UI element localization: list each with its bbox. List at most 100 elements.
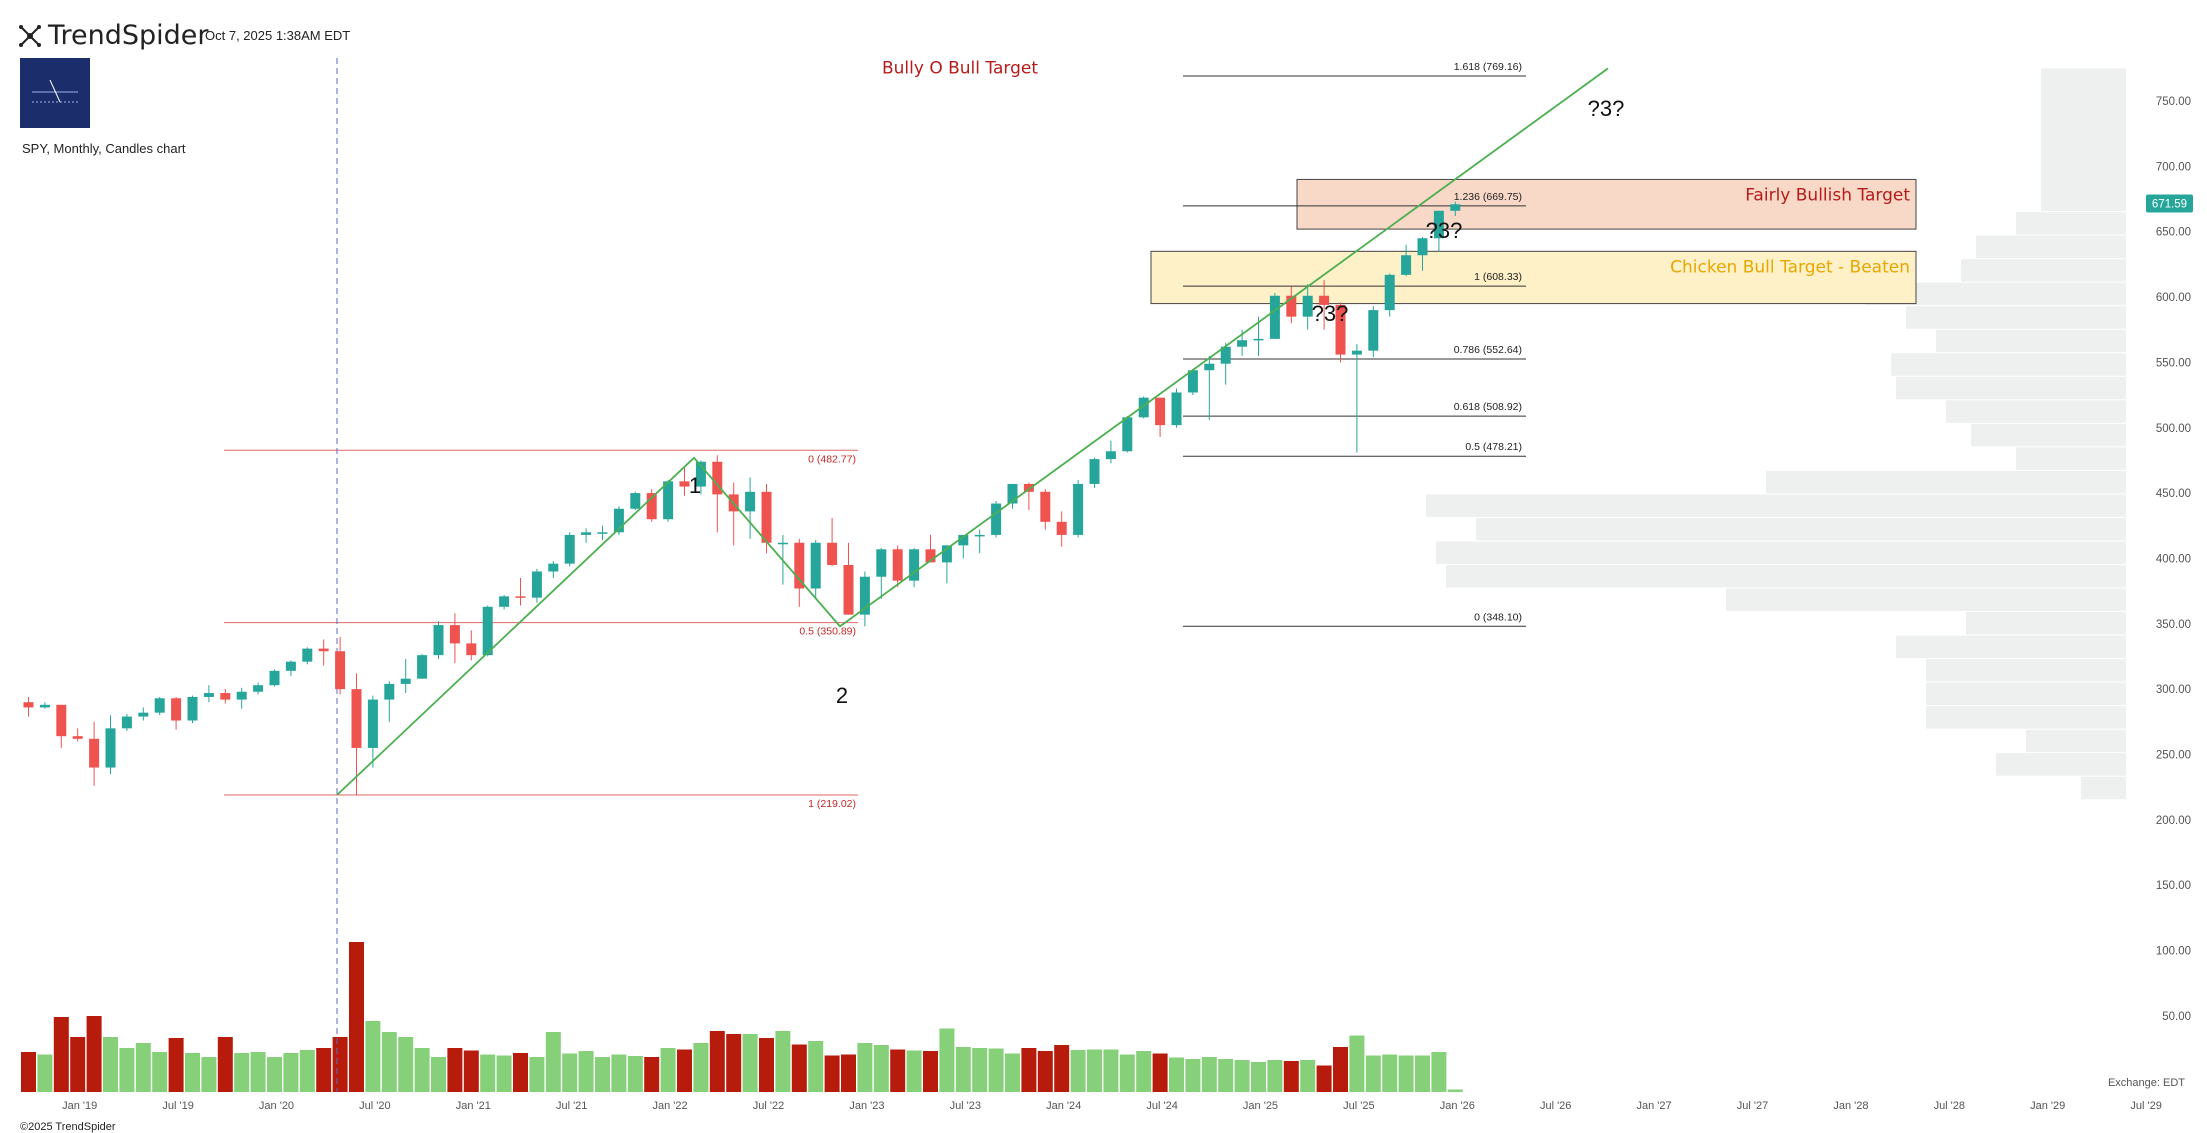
channel-logo <box>20 58 90 128</box>
volume-bar <box>923 1051 938 1092</box>
candle-body <box>220 693 231 700</box>
axes: 50.00 100.00 150.00 200.00 250.00 300.00 350.0… <box>62 96 2193 1112</box>
y-tick-label: 600.00 <box>2156 292 2191 304</box>
y-tick-label: 400.00 <box>2156 553 2191 565</box>
current-price-tag <box>2146 194 2193 213</box>
question-label: ?3? <box>1312 301 1349 326</box>
candle-body <box>1089 459 1100 484</box>
candle-body <box>548 563 559 572</box>
candle-body <box>400 678 411 684</box>
volume-bar <box>742 1034 758 1092</box>
volume-profile-bar <box>1426 494 2126 517</box>
candle-body <box>39 704 50 708</box>
volume-bar <box>611 1054 627 1092</box>
volume-bar <box>595 1057 610 1092</box>
candle-body <box>121 716 132 729</box>
candle-body <box>1122 417 1133 452</box>
candle-body <box>1253 338 1264 341</box>
x-tick-label: Jan '20 <box>259 1100 294 1112</box>
candle-body <box>335 651 346 690</box>
y-tick-label: 450.00 <box>2156 488 2191 500</box>
x-tick-label: Jul '28 <box>1934 1100 1965 1112</box>
volume-bar <box>381 1032 397 1092</box>
volume-bar <box>70 1037 86 1092</box>
x-tick-label: Jul '20 <box>359 1100 390 1112</box>
volume-bar <box>1382 1054 1398 1092</box>
volume-bar <box>906 1050 922 1092</box>
volume-bar <box>283 1053 299 1092</box>
volume-bar <box>185 1053 200 1092</box>
volume-profile-bar <box>2016 447 2126 470</box>
fib-extension-label: 0.5 (478.21) <box>1465 441 1522 453</box>
candle-body <box>597 532 608 534</box>
fib-retracement-label: 0.5 (350.89) <box>799 626 856 638</box>
candle-body <box>105 728 116 768</box>
candle-body <box>417 655 428 679</box>
volume-bar <box>1054 1045 1070 1092</box>
volume-bar <box>644 1057 660 1092</box>
volume-bar <box>349 942 364 1092</box>
x-tick-label: Jan '22 <box>653 1100 688 1112</box>
candle-body <box>1237 340 1248 347</box>
x-tick-label: Jan '21 <box>456 1100 491 1112</box>
target-zone-label: Chicken Bull Target - Beaten <box>1670 257 1910 277</box>
y-tick-label: 750.00 <box>2156 96 2191 108</box>
volume-profile-bar <box>2016 212 2126 235</box>
candle-body <box>531 571 542 598</box>
volume-bar <box>1087 1049 1102 1092</box>
timestamp: Oct 7, 2025 1:38AM EDT <box>205 28 351 43</box>
volume-bar <box>201 1057 217 1092</box>
volume-bar <box>545 1032 561 1092</box>
candle-body <box>663 481 674 520</box>
candle-body <box>745 491 756 512</box>
volume-bar <box>857 1043 873 1092</box>
candle-body <box>859 576 870 615</box>
volume-bar <box>1021 1048 1037 1092</box>
candle-body <box>958 534 969 546</box>
candle-body <box>810 542 821 589</box>
x-tick-label: Jul '25 <box>1343 1100 1374 1112</box>
volume-bar <box>21 1052 36 1092</box>
volume-profile-bar <box>2081 776 2126 800</box>
volume-bar <box>1119 1054 1135 1092</box>
candle-body <box>367 699 378 748</box>
volume-bar <box>709 1031 725 1092</box>
fib-retracement-label: 0 (482.77) <box>808 453 856 465</box>
question-label: ?3? <box>1588 96 1625 121</box>
candle-body <box>1155 397 1166 426</box>
volume-bar <box>1169 1057 1184 1092</box>
x-tick-label: Jul '26 <box>1540 1100 1571 1112</box>
candle-body <box>777 542 788 545</box>
x-tick-label: Jul '24 <box>1146 1100 1177 1112</box>
candle-body <box>646 493 657 520</box>
candle-body <box>384 683 395 700</box>
volume-bar <box>1316 1065 1332 1092</box>
volume-bar <box>217 1037 233 1092</box>
volume-bars <box>21 58 1463 1092</box>
chart-subtitle: SPY, Monthly, Candles chart <box>22 141 186 156</box>
volume-bar <box>841 1054 856 1092</box>
candle-body <box>1450 204 1461 211</box>
x-tick-label: Jan '23 <box>849 1100 884 1112</box>
exchange-label: Exchange: EDT <box>2107 1077 2185 1089</box>
x-tick-label: Jul '27 <box>1737 1100 1768 1112</box>
x-tick-label: Jan '29 <box>2030 1100 2065 1112</box>
fib-extension-label: 0.786 (552.64) <box>1454 344 1522 356</box>
candle-body <box>794 542 805 589</box>
x-tick-label: Jul '21 <box>556 1100 587 1112</box>
volume-bar <box>578 1051 594 1092</box>
volume-bar <box>332 1037 348 1092</box>
candle-body <box>695 461 706 487</box>
volume-profile-bar <box>1976 235 2126 259</box>
volume-bar <box>1300 1060 1316 1092</box>
y-tick-label: 250.00 <box>2156 749 2191 761</box>
volume-profile-bar <box>1966 612 2126 635</box>
volume-bar <box>250 1052 266 1092</box>
volume-bar <box>1005 1053 1020 1092</box>
volume-profile-bar <box>1926 659 2126 682</box>
volume-bar <box>463 1050 479 1092</box>
volume-profile-bar <box>1906 306 2126 329</box>
volume-bar <box>808 1041 824 1092</box>
volume-bar <box>1234 1060 1250 1092</box>
